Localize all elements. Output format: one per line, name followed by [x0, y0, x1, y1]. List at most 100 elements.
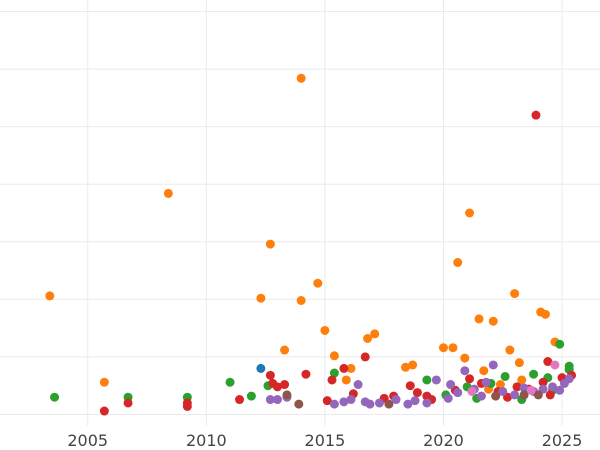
x-axis-ticks: 2005 2010 2015 2020 2025 — [67, 431, 582, 450]
data-point-s1-7 — [422, 375, 432, 385]
data-point-s0-27 — [514, 358, 524, 368]
data-point-s2-3 — [182, 401, 192, 411]
data-point-s1-16 — [555, 339, 565, 349]
data-point-s0-14 — [370, 329, 380, 339]
data-point-s3-8 — [365, 399, 375, 409]
data-point-s0-8 — [313, 278, 323, 288]
data-point-s3-27 — [555, 385, 565, 395]
data-point-s0-17 — [438, 343, 448, 353]
data-point-s6-0 — [467, 386, 477, 396]
data-point-s3-1 — [272, 395, 282, 405]
data-point-s0-20 — [460, 353, 470, 363]
data-point-s3-17 — [460, 366, 470, 376]
data-point-s0-30 — [540, 309, 550, 319]
data-point-s0-16 — [408, 360, 418, 370]
data-point-s0-15 — [401, 362, 411, 372]
data-point-s0-1 — [99, 377, 109, 387]
data-point-s6-2 — [550, 360, 560, 370]
data-point-s3-4 — [339, 397, 349, 407]
data-point-s3-6 — [353, 380, 363, 390]
data-point-s3-0 — [265, 395, 275, 405]
data-point-s0-22 — [474, 314, 484, 324]
data-point-s3-10 — [391, 395, 401, 405]
data-point-s1-3 — [225, 377, 235, 387]
data-point-s1-6 — [329, 368, 339, 378]
data-point-s3-26 — [548, 382, 558, 392]
data-point-s0-11 — [341, 375, 351, 385]
data-point-s0-10 — [329, 351, 339, 361]
data-point-s3-29 — [564, 374, 574, 384]
data-point-s3-12 — [410, 396, 420, 406]
data-point-s2-9 — [301, 369, 311, 379]
data-point-s2-29 — [538, 377, 548, 387]
data-point-s0-24 — [488, 316, 498, 326]
data-point-s2-7 — [272, 382, 282, 392]
data-point-s5-0 — [282, 390, 292, 400]
data-point-s2-18 — [412, 388, 422, 398]
data-point-s2-28 — [531, 110, 541, 120]
data-point-s5-4 — [519, 390, 529, 400]
data-point-s0-7 — [296, 296, 306, 306]
data-point-s1-14 — [529, 369, 539, 379]
data-point-s3-11 — [403, 399, 413, 409]
data-point-s0-12 — [346, 363, 356, 373]
data-point-s1-12 — [500, 371, 510, 381]
data-point-s2-30 — [543, 357, 553, 367]
data-point-s2-11 — [327, 375, 337, 385]
data-point-s3-15 — [446, 380, 456, 390]
data-point-s0-4 — [265, 239, 275, 249]
data-point-s5-1 — [294, 399, 304, 409]
data-point-s3-19 — [476, 391, 486, 401]
data-point-s2-4 — [235, 395, 245, 405]
data-point-s2-5 — [265, 370, 275, 380]
data-point-s0-26 — [510, 289, 520, 299]
data-point-s3-5 — [346, 395, 356, 405]
data-point-s2-0 — [99, 406, 109, 416]
data-point-s2-1 — [123, 398, 133, 408]
data-point-s0-9 — [320, 325, 330, 335]
data-points — [45, 73, 577, 416]
data-point-s3-14 — [431, 375, 441, 385]
data-point-s3-16 — [453, 388, 463, 398]
data-point-s3-9 — [374, 398, 384, 408]
data-point-s0-18 — [448, 343, 458, 353]
data-point-s3-23 — [519, 383, 529, 393]
data-point-s5-5 — [533, 390, 543, 400]
data-point-s3-31 — [443, 393, 453, 403]
data-point-s3-22 — [510, 390, 520, 400]
data-point-s4-0 — [256, 363, 266, 373]
x-tick-label-2015: 2015 — [305, 431, 346, 450]
grid — [0, 0, 600, 426]
data-point-s1-4 — [246, 391, 256, 401]
data-point-s3-13 — [422, 398, 432, 408]
data-point-s2-10 — [322, 396, 332, 406]
data-point-s3-21 — [498, 386, 508, 396]
x-tick-label-2005: 2005 — [67, 431, 108, 450]
data-point-s0-5 — [280, 345, 290, 355]
x-tick-label-2020: 2020 — [423, 431, 464, 450]
data-point-s6-1 — [526, 385, 536, 395]
data-point-s0-23 — [479, 366, 489, 376]
data-point-s0-32 — [495, 380, 505, 390]
data-point-s5-2 — [384, 399, 394, 409]
data-point-s2-14 — [360, 352, 370, 362]
data-point-s2-8 — [280, 380, 290, 390]
data-point-s0-13 — [363, 333, 373, 343]
data-point-s0-0 — [45, 291, 55, 301]
data-point-s1-0 — [50, 392, 60, 402]
x-tick-label-2010: 2010 — [186, 431, 227, 450]
data-point-s2-12 — [339, 363, 349, 373]
data-point-s0-25 — [505, 345, 515, 355]
data-point-s0-3 — [256, 293, 266, 303]
data-point-s2-26 — [512, 382, 522, 392]
data-point-s2-31 — [545, 390, 555, 400]
data-point-s2-22 — [465, 374, 475, 384]
data-point-s0-21 — [465, 208, 475, 218]
data-point-s5-3 — [491, 391, 501, 401]
data-point-s0-6 — [296, 73, 306, 83]
data-point-s3-20 — [488, 360, 498, 370]
data-point-s3-3 — [329, 399, 339, 409]
x-tick-label-2025: 2025 — [542, 431, 583, 450]
data-point-s0-2 — [163, 188, 173, 198]
